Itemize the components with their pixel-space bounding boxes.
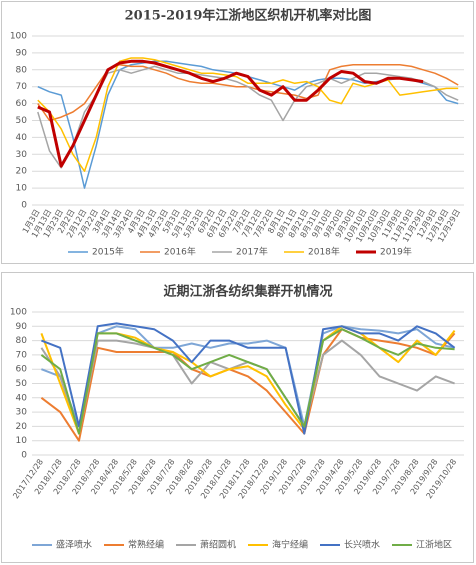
y-tick-label: 70 (16, 350, 28, 360)
y-tick-label: 100 (10, 308, 27, 318)
panel-frame (1, 1, 474, 264)
legend-label: 2016年 (164, 246, 196, 258)
legend-label: 2019年 (380, 246, 412, 258)
legend-label: 常熟经编 (128, 539, 164, 551)
y-tick-label: 80 (16, 65, 28, 75)
series-line (41, 325, 455, 428)
legend-label: 长兴喷水 (344, 539, 380, 551)
y-tick-label: 90 (16, 48, 28, 58)
y-tick-label: 60 (16, 365, 28, 375)
y-tick-label: 10 (16, 184, 28, 194)
y-tick-label: 50 (16, 379, 28, 389)
y-tick-label: 80 (16, 336, 28, 346)
legend-label: 2018年 (308, 246, 340, 258)
y-tick-label: 30 (16, 150, 28, 160)
y-tick-label: 70 (16, 82, 28, 92)
panel-frame (1, 272, 474, 563)
y-tick-label: 20 (16, 422, 28, 432)
legend-label: 2015年 (92, 246, 124, 258)
chart-title: 近期江浙各纺织集群开机情况 (163, 284, 332, 300)
chart-title: 2015-2019年江浙地区织机开机率对比图 (125, 8, 372, 24)
y-tick-label: 50 (16, 116, 28, 126)
y-tick-label: 20 (16, 167, 28, 177)
series-line (40, 328, 455, 435)
series-line (41, 322, 456, 435)
legend-label: 江浙地区 (416, 539, 452, 551)
legend-label: 海宁经编 (272, 539, 308, 551)
y-tick-label: 0 (21, 201, 27, 211)
legend-label: 萧绍圆机 (200, 539, 236, 551)
y-tick-label: 0 (21, 451, 27, 461)
legend-label: 盛泽喷水 (56, 539, 92, 551)
y-tick-label: 10 (16, 436, 28, 446)
legend-label: 2017年 (236, 246, 268, 258)
series-line (37, 63, 459, 122)
y-tick-label: 30 (16, 408, 28, 418)
series-line (40, 328, 456, 442)
y-tick-label: 100 (10, 32, 27, 42)
series-line (37, 59, 424, 168)
y-tick-label: 90 (16, 322, 28, 332)
y-tick-label: 40 (16, 393, 28, 403)
y-tick-label: 40 (16, 133, 28, 143)
y-tick-label: 60 (16, 99, 28, 109)
